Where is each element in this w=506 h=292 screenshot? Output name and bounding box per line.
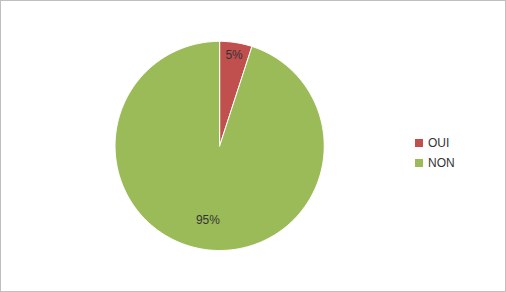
html-text:NON: NON — [428, 156, 455, 170]
svg-text:95%: 95% — [196, 213, 220, 227]
html-text:OUI: OUI — [428, 136, 450, 150]
svg-text:5%: 5% — [225, 48, 243, 62]
